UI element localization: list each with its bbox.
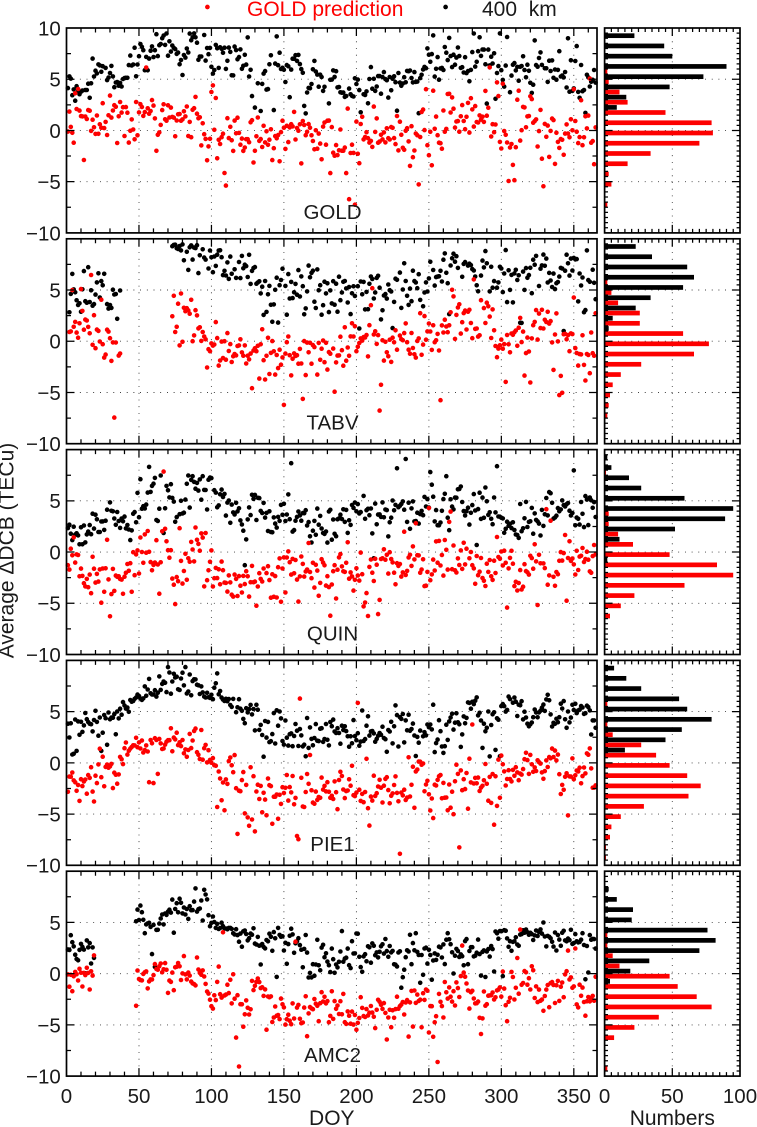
svg-text:−5: −5 xyxy=(37,1014,60,1037)
svg-text:250: 250 xyxy=(412,1085,446,1108)
svg-text:−10: −10 xyxy=(26,222,61,245)
svg-text:0: 0 xyxy=(61,1085,72,1108)
svg-text:−10: −10 xyxy=(26,433,61,456)
svg-text:0: 0 xyxy=(49,542,60,565)
svg-text:−5: −5 xyxy=(37,804,60,827)
svg-text:50: 50 xyxy=(128,1085,151,1108)
svg-text:0: 0 xyxy=(49,331,60,354)
svg-text:PIE1: PIE1 xyxy=(310,833,354,856)
svg-text:−5: −5 xyxy=(37,382,60,405)
svg-text:50: 50 xyxy=(661,1085,684,1108)
svg-text:5: 5 xyxy=(49,701,60,724)
svg-text:150: 150 xyxy=(267,1085,301,1108)
svg-text:10: 10 xyxy=(38,17,61,40)
svg-text:QUIN: QUIN xyxy=(307,622,358,645)
svg-text:0: 0 xyxy=(49,752,60,775)
svg-text:Numbers: Numbers xyxy=(630,1107,715,1127)
svg-text:Average ΔDCB (TECu): Average ΔDCB (TECu) xyxy=(0,443,19,659)
svg-text:−10: −10 xyxy=(26,1066,61,1089)
svg-text:DOY: DOY xyxy=(309,1107,355,1127)
svg-text:−5: −5 xyxy=(37,171,60,194)
svg-text:100: 100 xyxy=(723,1085,757,1108)
svg-text:5: 5 xyxy=(49,279,60,302)
svg-text:200: 200 xyxy=(339,1085,373,1108)
svg-text:5: 5 xyxy=(49,69,60,92)
svg-text:300: 300 xyxy=(484,1085,518,1108)
svg-text:0: 0 xyxy=(599,1085,610,1108)
svg-text:−5: −5 xyxy=(37,593,60,616)
svg-text:AMC2: AMC2 xyxy=(304,1044,361,1067)
svg-text:−10: −10 xyxy=(26,644,61,667)
svg-text:GOLD prediction: GOLD prediction xyxy=(247,0,403,21)
svg-text:5: 5 xyxy=(49,912,60,935)
svg-text:100: 100 xyxy=(194,1085,228,1108)
svg-text:−10: −10 xyxy=(26,855,61,878)
svg-text:400 km: 400 km xyxy=(482,0,557,21)
svg-text:0: 0 xyxy=(49,120,60,143)
svg-text:5: 5 xyxy=(49,490,60,513)
svg-text:TABV: TABV xyxy=(306,412,358,435)
svg-text:350: 350 xyxy=(557,1085,591,1108)
svg-text:GOLD: GOLD xyxy=(303,201,361,224)
svg-text:0: 0 xyxy=(49,963,60,986)
